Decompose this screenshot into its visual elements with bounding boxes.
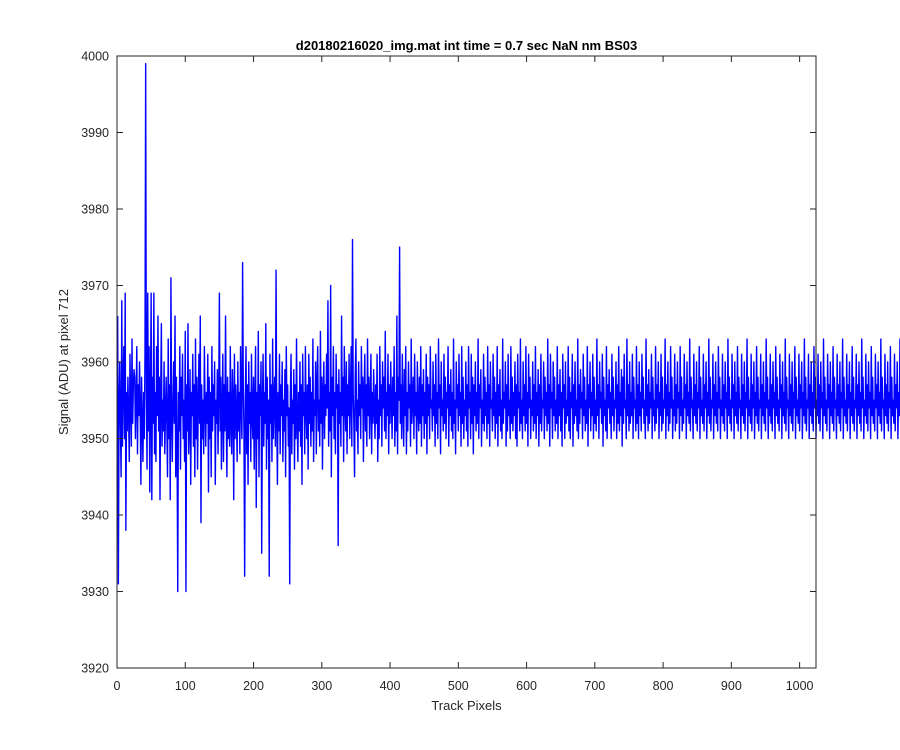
- y-tick-label-3940: 3940: [81, 509, 109, 523]
- y-tick-label-3950: 3950: [81, 432, 109, 446]
- x-tick-label-800: 800: [653, 679, 674, 693]
- x-axis-ticks: 0 100 200 300 400 500 600 700 800 900 1000: [114, 56, 814, 693]
- data-layer: [116, 62, 900, 593]
- x-tick-label-600: 600: [516, 679, 537, 693]
- x-tick-label-300: 300: [311, 679, 332, 693]
- x-tick-label-100: 100: [175, 679, 196, 693]
- x-tick-label-1000: 1000: [786, 679, 814, 693]
- y-tick-label-3960: 3960: [81, 356, 109, 370]
- chart-title: d20180216020_img.mat int time = 0.7 sec …: [296, 38, 637, 53]
- x-tick-label-0: 0: [114, 679, 121, 693]
- y-axis-ticks: 3920 3930 3940 3950 3960 3970 3980 3990 4000: [81, 50, 816, 676]
- plot-area: 0 100 200 300 400 500 600 700 800 900 1000 3920 393…: [81, 50, 900, 693]
- series-line-0: [116, 62, 900, 593]
- x-tick-label-700: 700: [584, 679, 605, 693]
- x-tick-label-900: 900: [721, 679, 742, 693]
- x-tick-label-200: 200: [243, 679, 264, 693]
- y-tick-label-3920: 3920: [81, 662, 109, 676]
- y-axis-label: Signal (ADU) at pixel 712: [56, 289, 71, 435]
- y-tick-label-3970: 3970: [81, 279, 109, 293]
- y-tick-label-4000: 4000: [81, 50, 109, 64]
- y-tick-label-3990: 3990: [81, 126, 109, 140]
- y-tick-label-3980: 3980: [81, 203, 109, 217]
- x-tick-label-500: 500: [448, 679, 469, 693]
- y-tick-label-3930: 3930: [81, 585, 109, 599]
- x-tick-label-400: 400: [380, 679, 401, 693]
- x-axis-label: Track Pixels: [431, 698, 502, 713]
